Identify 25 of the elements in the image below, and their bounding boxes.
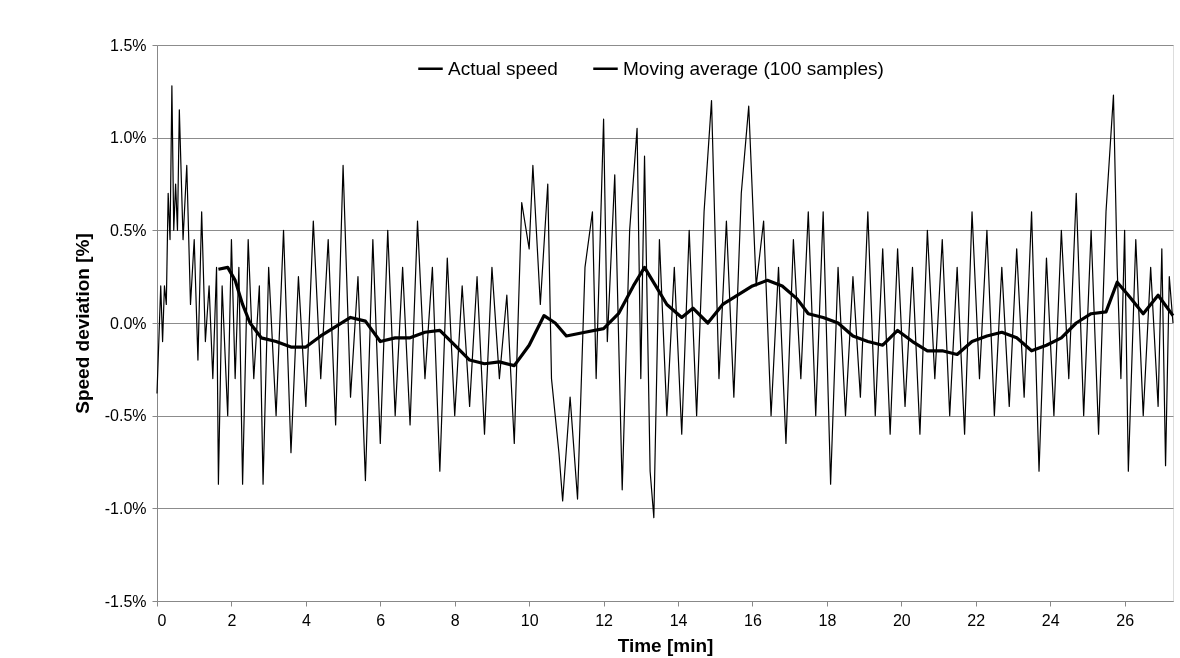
x-tick-label: 18 <box>818 611 837 629</box>
x-tick-label: 26 <box>1116 611 1135 629</box>
legend-label: Actual speed <box>448 57 558 79</box>
x-tick-label: 8 <box>450 611 460 629</box>
y-tick-label: 0.5% <box>110 221 147 239</box>
x-tick-label: 12 <box>595 611 614 629</box>
x-axis-title: Time [min] <box>617 634 714 656</box>
x-tick-label: 2 <box>227 611 237 629</box>
x-tick-label: 14 <box>669 611 688 629</box>
x-tick-label: 4 <box>301 611 311 629</box>
x-tick-label: 20 <box>892 611 911 629</box>
y-tick-label: 0.0% <box>110 314 147 332</box>
legend-label: Moving average (100 samples) <box>623 57 884 79</box>
x-tick-label: 16 <box>744 611 762 629</box>
x-tick-label: 24 <box>1041 611 1060 629</box>
y-tick-label: -1.0% <box>104 499 147 517</box>
x-tick-label: 10 <box>520 611 539 629</box>
y-tick-label: -0.5% <box>104 407 147 425</box>
y-tick-label: 1.0% <box>110 129 147 147</box>
x-tick-label: 0 <box>157 611 167 629</box>
x-tick-label: 6 <box>376 611 386 629</box>
x-tick-label: 22 <box>967 611 986 629</box>
y-tick-label: 1.5% <box>110 36 147 54</box>
y-tick-label: -1.5% <box>104 592 147 610</box>
y-axis-title: Speed deviation [%] <box>71 233 93 414</box>
